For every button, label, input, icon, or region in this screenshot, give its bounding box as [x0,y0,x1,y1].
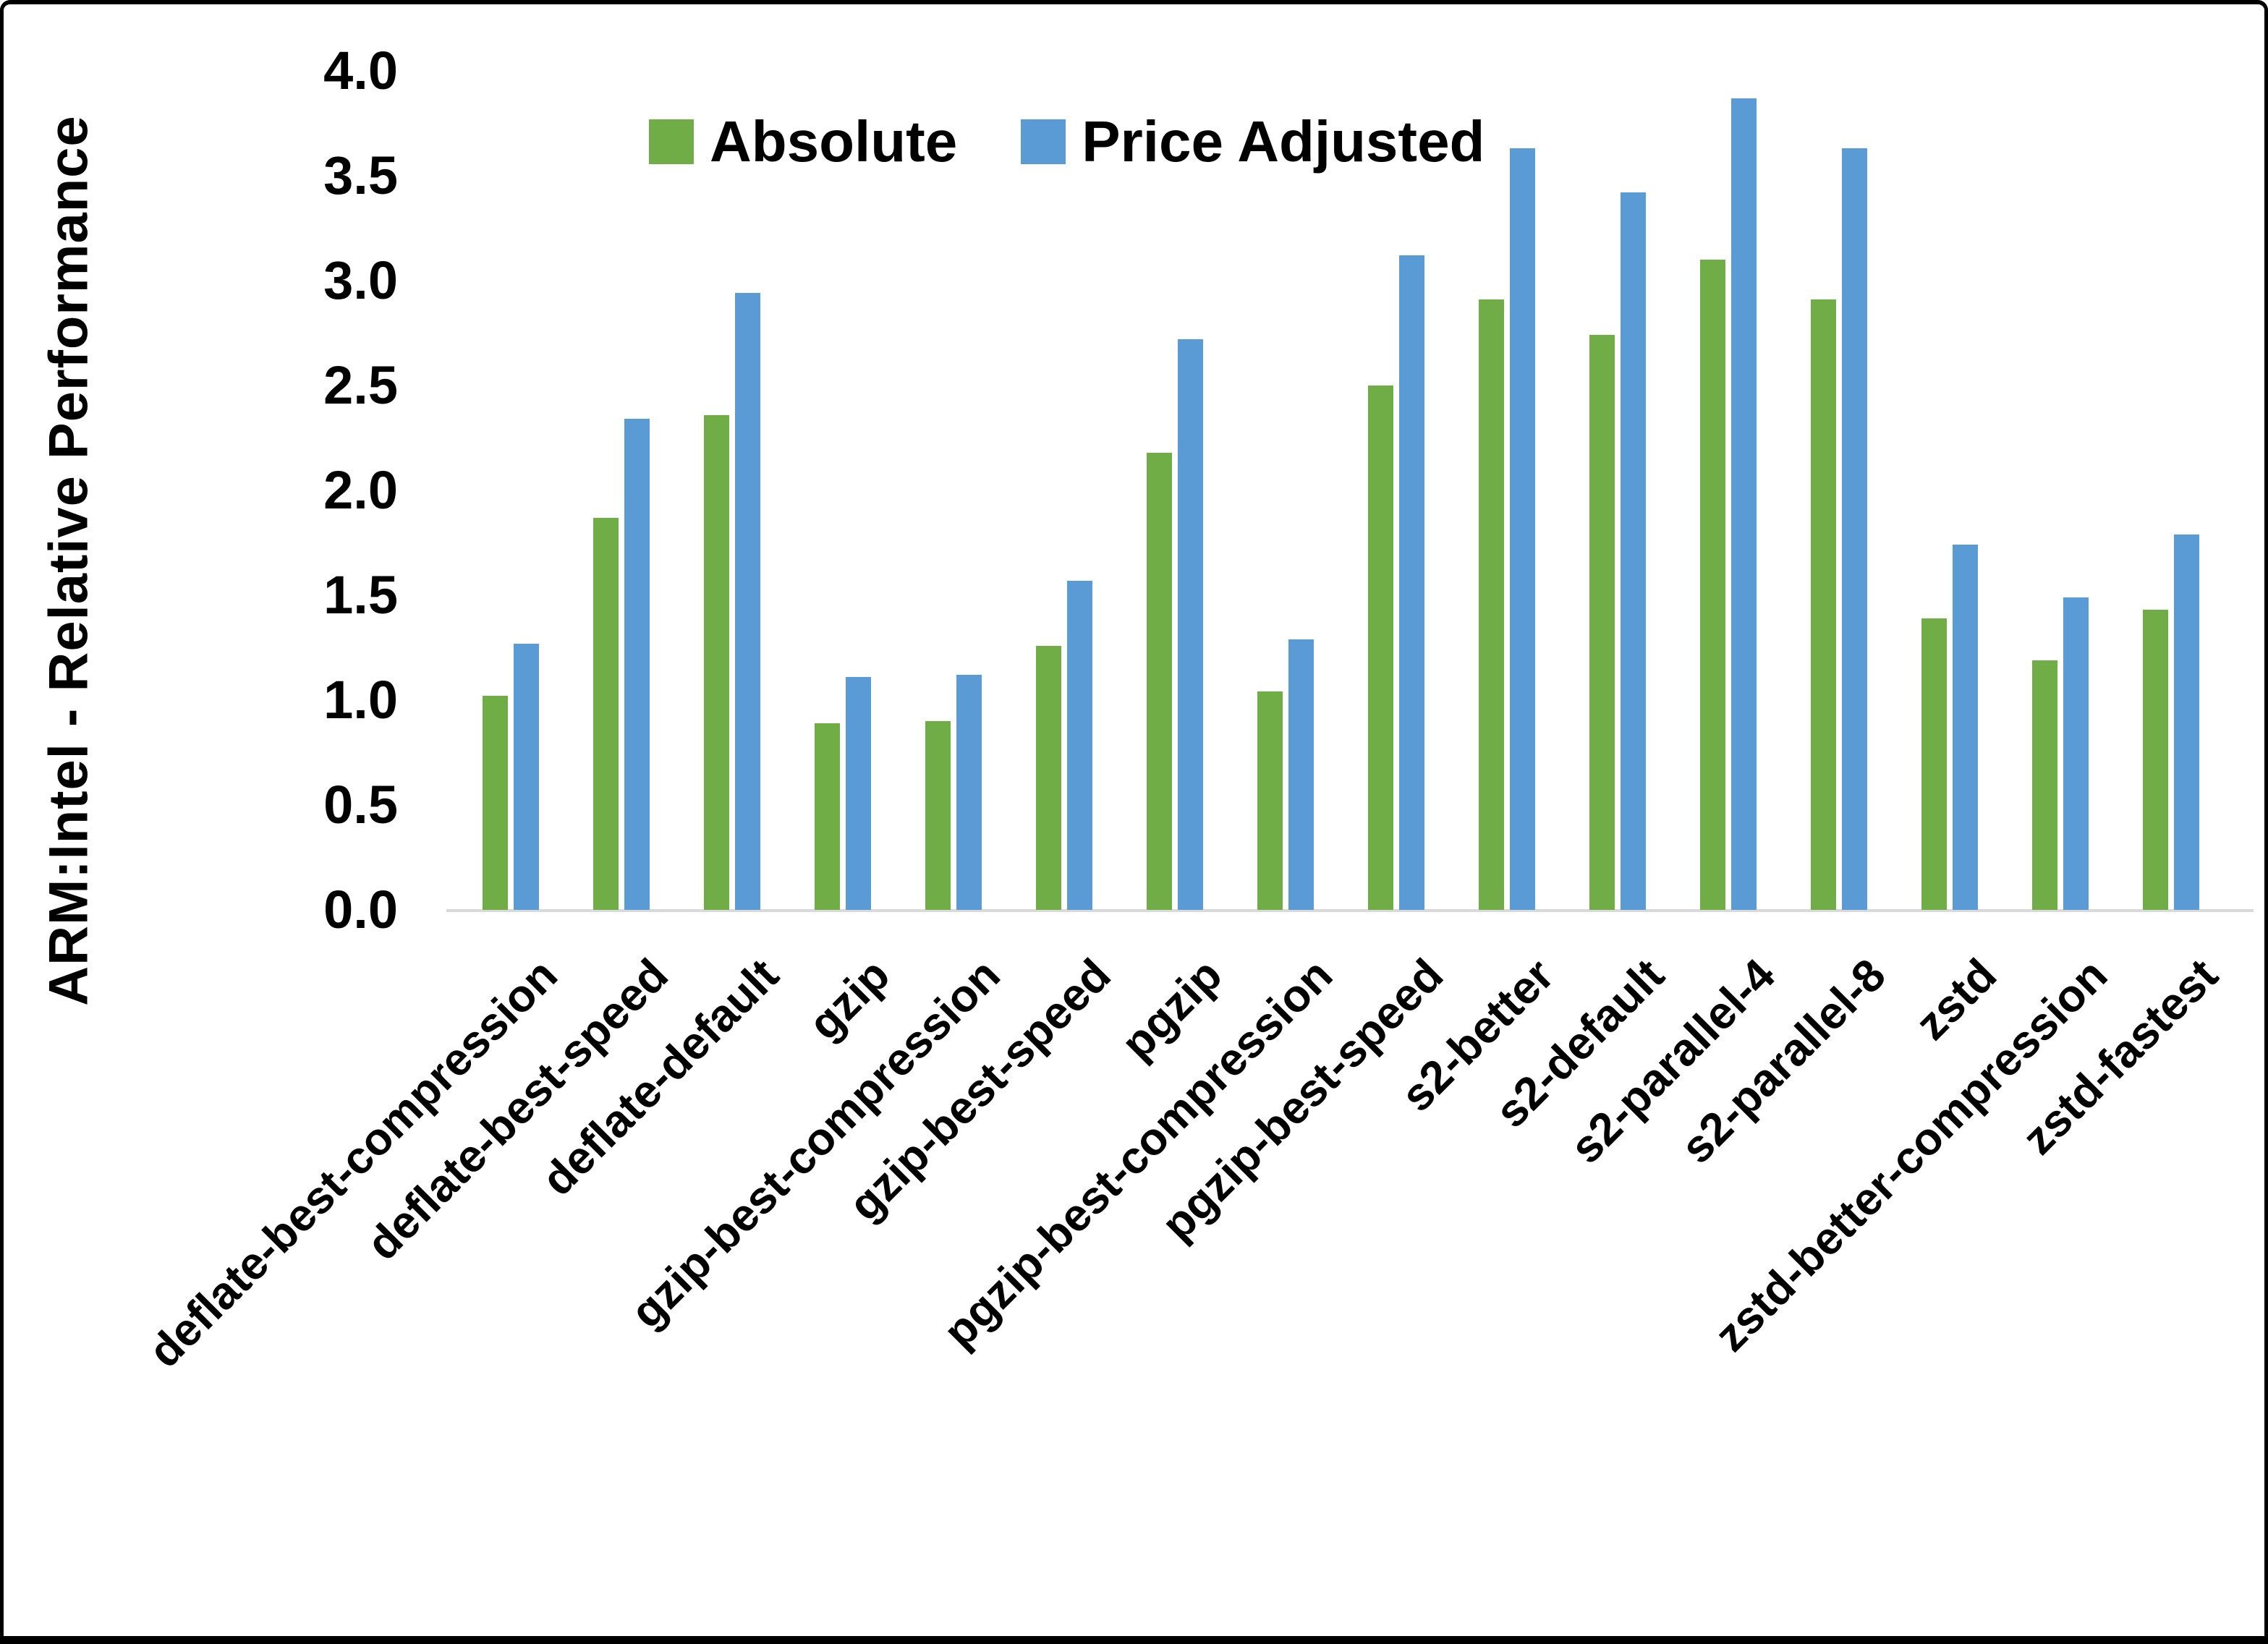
bar-deflate-best-compression-absolute [483,696,508,910]
legend-label-price-adjusted: Price Adjusted [1082,109,1485,174]
y-tick-1.5: 1.5 [323,565,398,625]
bar-gzip-absolute [815,723,840,910]
bar-s2-default-price-adjusted [1621,192,1646,910]
x-axis-line [446,909,2254,912]
bar-zstd-fastest-price-adjusted [2174,534,2199,910]
bar-pgzip-best-speed-absolute [1368,386,1393,910]
bar-s2-better-absolute [1479,299,1504,910]
y-axis-title: ARM:Intel - Relative Performance [38,115,100,1006]
bar-gzip-best-compression-price-adjusted [956,675,982,910]
bar-s2-default-absolute [1589,335,1615,910]
legend-swatch-absolute [649,119,694,164]
bar-gzip-best-speed-price-adjusted [1067,580,1092,910]
bar-s2-better-price-adjusted [1510,148,1535,910]
legend: Absolute Price Adjusted [649,108,1485,175]
bar-s2-parallel-8-price-adjusted [1842,148,1867,910]
y-tick-0.5: 0.5 [323,775,398,835]
bar-pgzip-best-speed-price-adjusted [1399,255,1424,910]
bar-deflate-best-speed-absolute [593,517,619,910]
y-tick-1.0: 1.0 [323,670,398,730]
bar-pgzip-best-compression-absolute [1257,691,1283,910]
bar-deflate-default-price-adjusted [735,293,760,910]
bar-s2-parallel-4-price-adjusted [1731,98,1757,910]
bar-pgzip-best-compression-price-adjusted [1288,639,1314,910]
bar-s2-parallel-4-absolute [1700,260,1725,910]
bar-deflate-best-speed-price-adjusted [624,419,650,910]
bar-s2-parallel-8-absolute [1811,299,1836,910]
y-tick-2.5: 2.5 [323,355,398,415]
legend-swatch-price-adjusted [1021,119,1066,164]
y-tick-3.5: 3.5 [323,145,398,205]
y-tick-3.0: 3.0 [323,250,398,310]
x-label-deflate-best-compression: deflate-best-compression [139,949,568,1378]
bar-pgzip-absolute [1147,452,1172,910]
bar-deflate-default-absolute [704,414,729,910]
bar-deflate-best-compression-price-adjusted [514,643,539,910]
y-tick-2.0: 2.0 [323,460,398,520]
x-label-gzip: gzip [799,949,900,1050]
bar-zstd-fastest-absolute [2143,610,2168,910]
bar-zstd-better-compression-absolute [2032,660,2057,910]
bar-zstd-absolute [1921,618,1947,910]
legend-label-absolute: Absolute [710,109,958,174]
bar-gzip-best-compression-absolute [925,721,951,910]
bar-zstd-price-adjusted [1953,545,1978,910]
bar-pgzip-price-adjusted [1178,339,1203,910]
bar-gzip-best-speed-absolute [1036,645,1061,910]
y-tick-0.0: 0.0 [323,880,398,940]
x-label-zstd: zstd [1906,949,2007,1050]
bar-gzip-price-adjusted [846,677,871,910]
y-tick-4.0: 4.0 [323,41,398,101]
bar-zstd-better-compression-price-adjusted [2063,597,2089,910]
